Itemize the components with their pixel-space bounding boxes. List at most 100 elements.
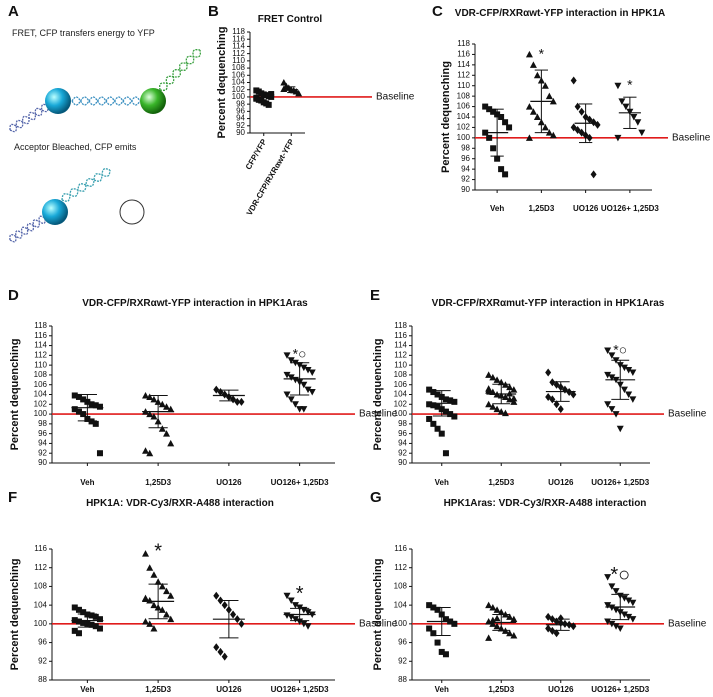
data-point [493,606,501,613]
x-tick-label: VDR-CFP/RXRαwt-YFP [245,137,296,217]
x-tick-label: UO126+ 1,25D3 [591,478,650,487]
y-tick-label: 112 [394,350,407,359]
significance-mark: * [296,583,304,605]
data-point [533,71,541,79]
data-point [287,357,295,364]
x-tick-label: UO126+ 1,25D3 [271,478,330,487]
baseline-label: Baseline [376,92,415,103]
data-point [485,400,493,408]
y-tick-label: 104 [394,600,408,609]
data-point [490,145,497,152]
helices [9,49,201,243]
panel-label: G [370,489,382,506]
data-point [213,643,220,652]
data-point [426,386,433,393]
y-tick-label: 96 [38,429,47,438]
y-tick-label: 96 [38,638,47,647]
data-point [280,85,288,92]
data-point [616,425,624,433]
data-point [510,398,518,405]
data-point [604,618,612,626]
data-point [604,347,612,354]
helix-strand [61,168,111,202]
y-tick-label: 102 [34,399,48,408]
data-point [80,396,87,403]
data-point [96,403,103,410]
data-point [75,393,82,400]
y-tick-label: 108 [232,63,246,72]
data-point [304,623,312,630]
baseline-label: Baseline [668,618,707,629]
data-point [625,597,633,604]
data-point [545,392,552,401]
data-point [430,402,437,409]
y-tick-label: 106 [394,380,408,389]
y-tick-label: 100 [394,619,408,628]
y-tick-label: 110 [34,360,47,369]
y-tick-label: 102 [394,399,408,408]
data-point [612,411,620,418]
x-tick-label: 1,25D3 [528,204,554,213]
data-point [442,396,449,403]
x-tick-label: UO126 [573,204,599,213]
data-point [497,608,505,616]
data-point [574,102,581,111]
y-tick-label: 110 [457,81,470,90]
data-point [230,610,237,619]
data-point [167,405,175,413]
yfp-sphere [140,88,166,114]
data-point [75,408,82,415]
panel-label: A [8,3,19,20]
data-point [146,564,154,571]
diagram-caption: FRET, CFP transfers energy to YFP [12,28,155,38]
data-point [71,627,78,634]
data-point [146,410,154,418]
y-tick-label: 114 [394,341,407,350]
data-point [525,103,533,110]
x-tick-label: UO126+ 1,25D3 [591,685,650,694]
chart-panel: G HPK1Aras: VDR-Cy3/RXR-A488 interaction P… [370,489,707,694]
y-tick-label: 116 [394,544,407,553]
data-point [283,592,291,600]
y-tick-label: 94 [461,164,470,173]
y-axis-label: Percent dequenching [9,559,21,671]
data-point [92,402,99,409]
data-point [497,378,505,386]
y-tick-label: 106 [457,102,471,111]
data-point [71,604,78,611]
y-tick-label: 102 [232,85,246,94]
data-point [221,601,228,610]
data-point [506,383,514,391]
data-point [497,408,505,415]
y-tick-label: 108 [394,370,408,379]
data-point [300,620,308,628]
data-point [163,403,171,410]
y-tick-label: 100 [457,133,471,142]
y-tick-label: 112 [394,563,407,572]
data-point [163,430,171,437]
data-point [434,639,441,646]
data-point [442,616,449,623]
data-point [430,389,437,396]
chart-panel: E VDR-CFP/RXRαmut-YFP interaction in HPK1… [370,287,707,487]
data-point [502,119,509,126]
data-point [525,50,533,58]
y-tick-label: 112 [34,350,47,359]
data-point [570,390,577,399]
data-point [529,61,537,68]
y-tick-label: 110 [232,56,245,65]
chart-panel: B FRET Control Percent dequenching 90929496… [208,3,415,217]
data-point [498,114,505,120]
data-point [268,91,275,98]
helix-strand [9,215,46,243]
chart-title: VDR-CFP/RXRαwt-YFP interaction in HPK1A [455,8,665,19]
data-point [150,571,158,578]
y-tick-label: 98 [461,143,470,152]
chart-title: HPK1Aras: VDR-Cy3/RXR-A488 interaction [444,498,647,509]
y-tick-label: 92 [38,656,47,665]
panel-label: B [208,3,219,20]
y-tick-label: 112 [232,49,245,58]
y-tick-label: 112 [34,563,47,572]
data-point [150,413,158,420]
data-point [614,134,622,142]
